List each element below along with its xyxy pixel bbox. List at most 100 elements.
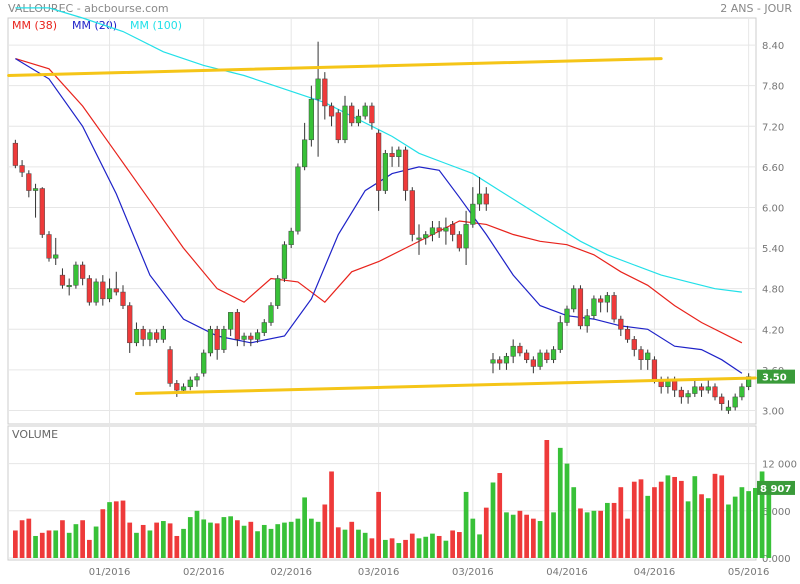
volume-bar — [436, 535, 442, 558]
candle-body — [174, 383, 180, 391]
volume-bar — [19, 520, 25, 558]
candle-body — [598, 298, 604, 303]
volume-bar — [732, 496, 738, 558]
volume-bar — [349, 521, 355, 558]
last-price-box — [757, 369, 795, 384]
volume-bar — [759, 471, 765, 558]
x-axis: 01/2016 02/2016 02/2016 03/2016 03/2016 04/20… — [89, 567, 770, 578]
candle-body — [591, 298, 597, 316]
candle-body — [490, 359, 496, 364]
volume-bar — [679, 480, 684, 558]
volume-bar — [396, 543, 402, 558]
candle-body — [147, 332, 153, 340]
volume-bar — [39, 532, 45, 558]
volume-bar — [26, 518, 32, 558]
candle-body — [53, 254, 59, 259]
volume-bar — [564, 463, 570, 558]
volume-bar — [551, 512, 556, 558]
volume-bar — [443, 540, 449, 558]
candle-body — [335, 112, 341, 141]
candle-body — [187, 379, 193, 388]
volume-bar — [571, 487, 577, 558]
candle-body — [698, 386, 705, 391]
candle-body — [503, 356, 510, 364]
candle-body — [234, 312, 240, 340]
volume-bar — [73, 524, 79, 558]
volume-bar — [302, 497, 307, 558]
candlesticks — [12, 41, 752, 414]
volume-bar — [423, 536, 429, 558]
volume-bar — [46, 530, 52, 558]
volume-bar — [537, 521, 543, 558]
volume-bar — [161, 521, 166, 558]
ma20-line — [15, 58, 743, 374]
volume-bar — [470, 518, 476, 558]
volume-bar — [127, 522, 133, 558]
volume-bar — [221, 517, 227, 558]
candle-body — [618, 318, 624, 330]
price-tick-label: 6.00 — [762, 203, 784, 214]
candle-body — [194, 376, 200, 381]
volume-bar — [463, 491, 469, 558]
volume-bar — [107, 502, 112, 558]
volume-bar — [329, 471, 334, 558]
candle-body — [39, 188, 45, 235]
candle-body — [416, 237, 422, 240]
trend-lines — [7, 57, 757, 396]
candle-body — [228, 312, 234, 330]
volume-bar — [356, 529, 361, 558]
volume-bar — [584, 512, 590, 558]
volume-bar — [342, 529, 348, 558]
x-tick-label: 04/2016 — [634, 567, 676, 578]
volume-bar — [87, 539, 92, 558]
volume-bar — [80, 520, 85, 558]
candle-body — [86, 278, 92, 303]
x-tick-label: 04/2016 — [546, 567, 588, 578]
volume-bar — [477, 534, 482, 558]
candle-body — [66, 285, 72, 288]
volume-tick-label: 0.000 — [762, 554, 791, 565]
volume-bar — [450, 530, 455, 558]
last-volume-badge: 8 907 — [757, 480, 795, 495]
last-price-badge: 3.50 — [757, 369, 795, 384]
volume-bar — [766, 487, 772, 558]
volume-bar — [625, 518, 630, 558]
x-tick-label: 03/2016 — [452, 567, 494, 578]
price-tick-label: 7.20 — [762, 122, 784, 133]
candle-body — [120, 291, 126, 306]
x-tick-label: 02/2016 — [183, 567, 225, 578]
candle-body — [423, 234, 429, 239]
volume-bar — [531, 518, 536, 558]
candle-body — [214, 329, 220, 350]
candle-body — [604, 295, 610, 303]
volume-bar — [672, 476, 677, 558]
candle-body — [140, 329, 146, 340]
volume-bar — [214, 523, 220, 558]
candle-body — [308, 98, 314, 141]
volume-bar — [739, 487, 745, 558]
volume-bar — [389, 538, 395, 558]
candle-body — [429, 227, 436, 235]
candle-body — [544, 352, 550, 360]
candle-body — [443, 227, 449, 232]
candle-body — [409, 190, 415, 235]
price-y-axis: 8.407.807.206.606.005.404.804.203.603.00 — [762, 41, 784, 417]
price-grid — [8, 18, 756, 424]
candle-body — [362, 105, 368, 117]
price-tick-label: 5.40 — [762, 244, 784, 255]
volume-bar — [652, 487, 657, 558]
candle-body — [160, 329, 166, 340]
volume-bar — [309, 518, 314, 558]
candle-body — [93, 281, 99, 303]
volume-bar — [753, 487, 758, 558]
candle-body — [456, 234, 462, 249]
volume-bar — [194, 510, 200, 558]
volume-bar — [187, 517, 193, 558]
ma100-line — [15, 7, 742, 293]
volume-bar — [457, 532, 462, 558]
volume-bar — [53, 530, 59, 558]
candle-body — [133, 329, 140, 344]
volume-bar — [335, 527, 341, 558]
candle-body — [705, 386, 711, 391]
candle-body — [530, 359, 536, 367]
